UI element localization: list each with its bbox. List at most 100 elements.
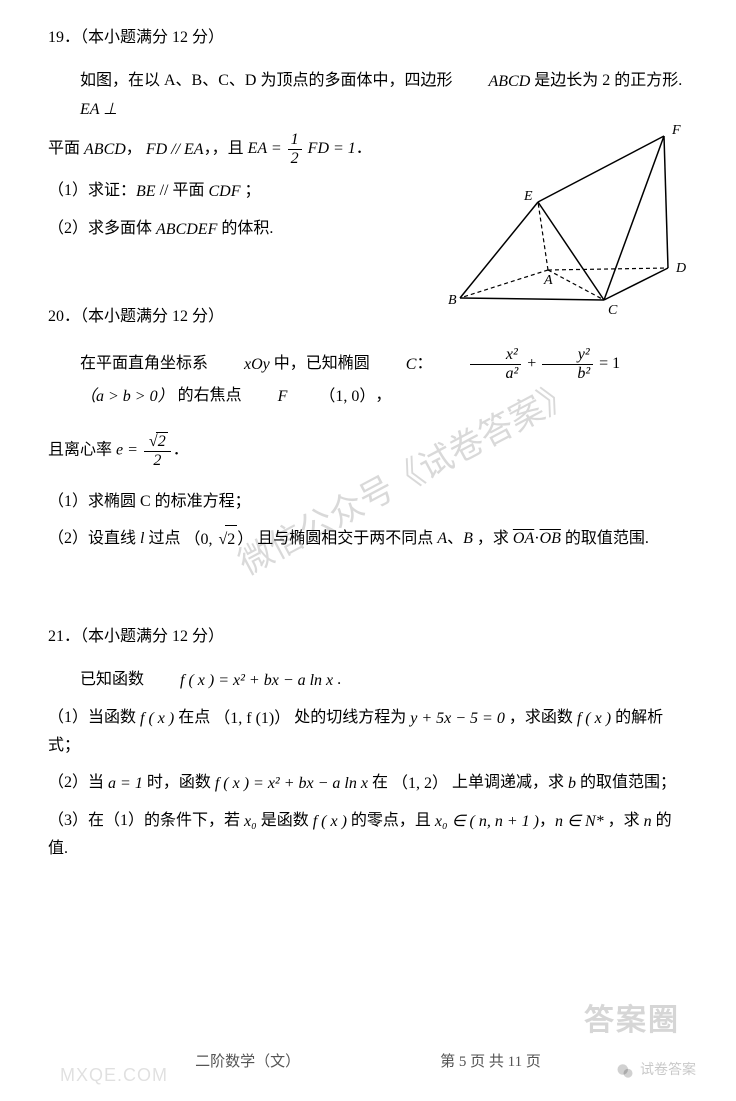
q20-efrac: 22 — [144, 432, 171, 469]
svg-text:A: A — [543, 273, 553, 288]
q20-2a: 且离心率 — [48, 442, 116, 459]
q20-frac2: y²b² — [542, 346, 593, 382]
q21-s1pt: （1, f (1)） — [214, 705, 290, 732]
q21-stem: 已知函数 f ( x ) = x² + bx − a ln x . — [48, 666, 688, 694]
q19-stem: 如图，在以 A、B、C、D 为顶点的多面体中，四边形 ABCD 是边长为 2 的… — [48, 67, 688, 123]
q19-sub1-semi: ； — [240, 182, 260, 199]
question-20: 20．（本小题满分 12 分） 在平面直角坐标系 xOy 中，已知椭圆 C： x… — [48, 303, 688, 553]
q20-frac1: x²a² — [470, 346, 521, 382]
wechat-icon — [616, 1062, 634, 1080]
q20-cond: （a > b > 0） — [48, 383, 174, 410]
q20-efrac-den: 2 — [144, 452, 171, 470]
q19-sep2: ， — [204, 140, 212, 157]
q21-s2fx: f ( x ) = x² + bx − a ln x — [215, 770, 368, 797]
q19-abcd: ABCD — [456, 68, 530, 95]
q21-s3in: x₀ ∈ ( n, n + 1 ) — [435, 808, 539, 835]
q19-sub2: （2）求多面体 ABCDEF 的体积. — [48, 215, 468, 243]
q19-stem-line2: 平面 ABCD， FD // EA，，且 EA = 12 FD = 1 ． — [48, 131, 478, 167]
q20-OB: OB — [540, 525, 561, 552]
q21-s3d: ，求 — [604, 812, 644, 829]
question-19: 19．（本小题满分 12 分） 如图，在以 A、B、C、D 为顶点的多面体中，四… — [48, 24, 688, 243]
q21-fx: f ( x ) = x² + bx − a ln x — [148, 667, 333, 694]
q21-points: （本小题满分 12 分） — [80, 628, 224, 645]
q20-line1: 在平面直角坐标系 xOy 中，已知椭圆 C： x²a² + y²b² = 1 （… — [48, 346, 688, 410]
q19-plane-label: 平面 — [48, 140, 84, 157]
q19-eq: EA = 12 FD = 1 — [248, 131, 356, 167]
q20-xoy: xOy — [212, 351, 270, 378]
q21-s3a: （3）在（1）的条件下，若 — [48, 812, 244, 829]
q20-s2b: 过点 — [144, 530, 184, 547]
q21-stem-a: 已知函数 — [80, 671, 148, 688]
q21-s2e: 的取值范围； — [576, 774, 676, 791]
svg-text:D: D — [675, 261, 686, 276]
q20-OA: OA — [513, 525, 534, 552]
question-21: 21．（本小题满分 12 分） 已知函数 f ( x ) = x² + bx −… — [48, 623, 688, 862]
q20-ecc: e = 22 — [116, 432, 173, 469]
q21-sub2: （2）当 a = 1 时，函数 f ( x ) = x² + bx − a ln… — [48, 769, 688, 797]
q19-plane-abcd: ABCD — [84, 136, 126, 163]
exam-page: 19．（本小题满分 12 分） 如图，在以 A、B、C、D 为顶点的多面体中，四… — [0, 0, 736, 1101]
q21-sub3: （3）在（1）的条件下，若 x₀ 是函数 f ( x ) 的零点，且 x₀ ∈ … — [48, 807, 688, 862]
q20-number: 20． — [48, 308, 80, 325]
sqrt-icon: 2 — [147, 432, 168, 451]
q19-eq-mid: FD = 1 — [304, 140, 356, 157]
q20-sqrt2b: 2 — [225, 525, 237, 553]
q19-points: （本小题满分 12 分） — [80, 29, 224, 46]
q19-sub1: （1）求证：BE // 平面 CDF ； — [48, 177, 468, 205]
q20-line2: 且离心率 e = 22 ． — [48, 432, 688, 469]
q21-s1d: ，求函数 — [505, 709, 577, 726]
q21-s2c: 在 — [368, 774, 392, 791]
q20-e-eq: e = — [116, 442, 142, 459]
q21-s3n: n — [644, 808, 652, 835]
q21-s3x0: x₀ — [244, 808, 257, 835]
watermark-daanquan: 答案圈 — [584, 995, 680, 1046]
q20-A: A — [437, 525, 447, 552]
sqrt-icon: 2 — [217, 525, 238, 553]
q20-pt-close: ） — [237, 531, 253, 548]
q21-comma: ， — [539, 812, 555, 829]
q20-C: C — [374, 351, 417, 378]
q21-s2bvar: b — [568, 770, 576, 797]
q20-frac1-den: a² — [470, 365, 521, 383]
q21-s1fx2: f ( x ) — [577, 705, 611, 732]
svg-text:F: F — [671, 123, 681, 138]
q19-number: 19． — [48, 29, 80, 46]
q19-sub1-be: BE — [136, 178, 156, 205]
footer-left: 二阶数学（文） — [195, 1050, 300, 1076]
q19-and: ，且 — [212, 140, 248, 157]
q19-stem-1b: 是边长为 2 的正方形. — [530, 72, 682, 89]
svg-text:E: E — [523, 189, 533, 204]
q19-diagram: A B C D E F — [446, 120, 696, 320]
q21-s2int: （1, 2） — [392, 770, 448, 797]
q20-colon: ： — [416, 355, 432, 372]
q20-frac1-num: x² — [470, 346, 521, 365]
q21-s1b: 在点 — [174, 709, 214, 726]
q19-header: 19．（本小题满分 12 分） — [48, 24, 688, 51]
q20-1c: 的右焦点 — [174, 387, 246, 404]
q21-header: 21．（本小题满分 12 分） — [48, 623, 688, 650]
q20-period: ． — [173, 442, 189, 459]
svg-text:C: C — [608, 303, 618, 318]
q20-B: B — [463, 525, 473, 552]
q20-comma1: ， — [375, 387, 391, 404]
q20-frac2-den: b² — [542, 365, 593, 383]
watermark-bottom: 试卷答案 — [616, 1059, 696, 1083]
q21-s2d: 上单调递减，求 — [448, 774, 568, 791]
q20-pt-open: （0, — [184, 531, 216, 548]
q19-sub1-par: // 平面 — [156, 182, 209, 199]
q20-plus: + — [523, 355, 540, 372]
q20-efrac-num: 2 — [144, 432, 171, 452]
q20-pt: （0, 2） — [184, 525, 253, 553]
q21-number: 21． — [48, 628, 80, 645]
q21-s2b: 时，函数 — [143, 774, 215, 791]
q20-1a: 在平面直角坐标系 — [80, 355, 212, 372]
q20-eq1: = 1 — [595, 355, 620, 372]
svg-text:B: B — [448, 293, 457, 308]
q21-s3b: 是函数 — [257, 812, 313, 829]
q21-s2a1: a = 1 — [108, 770, 143, 797]
q20-sub1: （1）求椭圆 C 的标准方程； — [48, 488, 688, 515]
q19-frac-den: 2 — [288, 150, 302, 168]
q21-s1line: y + 5x − 5 = 0 — [410, 705, 505, 732]
q21-s3c: 的零点，且 — [347, 812, 435, 829]
q19-stem-1a: 如图，在以 A、B、C、D 为顶点的多面体中，四边形 — [80, 72, 456, 89]
